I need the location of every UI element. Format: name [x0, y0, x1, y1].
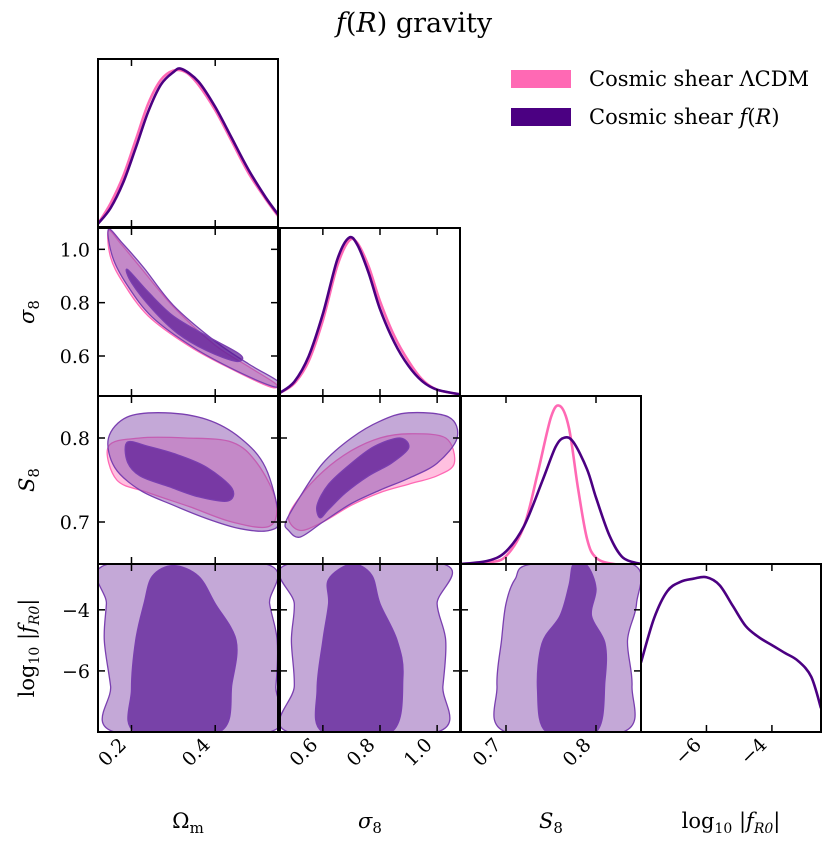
y-tick-label-sigma_8: 0.6: [60, 346, 90, 368]
y-axis-label-log10_fR0: log10 |fR0|: [15, 599, 43, 698]
y-tick-label-sigma_8: 1.0: [60, 239, 90, 261]
x-axis-label-S_8: S8: [539, 809, 563, 837]
x-tick-label-S_8: 0.7: [469, 734, 506, 771]
contour-omega_m-log10_fR0-fr-68: [127, 564, 238, 732]
panel-frame-sigma_8-sigma_8: [279, 227, 461, 397]
contour-omega_m-sigma_8-lcdm-95: [107, 229, 278, 389]
y-tick-label-sigma_8: 0.8: [60, 293, 90, 315]
y-tick-label-log10_fR0: −4: [62, 600, 90, 622]
legend: Cosmic shear ΛCDM Cosmic shear f(R): [511, 67, 809, 129]
panels: 0.2 0.4 0.6 0.8 1.0 0.7 0.8 −6 −4 0.6 0.8 1.0 0.7 0.8…: [15, 58, 822, 837]
y-axis-label-sigma_8: σ8: [15, 300, 43, 324]
marginal-S_8-lcdm: [461, 404, 641, 564]
contour-sigma_8-S_8-fr-68: [316, 437, 410, 519]
chart-title: f(R) gravity: [334, 8, 493, 39]
x-tick-label-sigma_8: 0.8: [343, 734, 380, 771]
marginal-sigma_8-fr: [280, 235, 460, 396]
y-tick-label-S_8: 0.8: [60, 428, 90, 450]
x-tick-label-log10_fR0: −6: [671, 734, 706, 769]
panel-frame-log10_fR0-log10_fR0: [640, 563, 822, 733]
y-tick-label-S_8: 0.7: [60, 512, 90, 534]
marginal-sigma_8-lcdm: [280, 237, 460, 396]
y-tick-label-log10_fR0: −6: [62, 661, 90, 683]
marginal-log10_fR0-fr: [641, 575, 821, 709]
legend-label-fr: Cosmic shear f(R): [589, 105, 780, 129]
x-tick-label-omega_m: 0.4: [178, 734, 215, 771]
legend-label-lcdm: Cosmic shear ΛCDM: [589, 67, 809, 91]
marginal-S_8-fr: [461, 435, 641, 564]
x-axis-label-omega_m: Ωm: [172, 809, 204, 837]
x-tick-label-sigma_8: 1.0: [400, 734, 437, 771]
legend-swatch-lcdm: [511, 70, 571, 88]
marginal-omega_m-lcdm: [98, 68, 278, 225]
x-tick-label-sigma_8: 0.6: [285, 734, 322, 771]
contour-omega_m-sigma_8-fr-68: [125, 268, 244, 363]
contour-omega_m-S_8-fr-68: [124, 440, 235, 502]
contour-omega_m-sigma_8-fr-95: [107, 228, 278, 388]
panel-frame-omega_m-omega_m: [97, 58, 279, 228]
x-axis-label-log10_fR0: log10 |fR0|: [682, 809, 781, 837]
x-tick-label-S_8: 0.8: [559, 734, 596, 771]
x-tick-label-log10_fR0: −4: [736, 734, 771, 769]
contour-S_8-log10_fR0-fr-68: [536, 564, 608, 732]
x-tick-label-omega_m: 0.2: [94, 734, 131, 771]
legend-swatch-fr: [511, 108, 571, 126]
x-axis-label-sigma_8: σ8: [358, 809, 382, 837]
panel-frame-log10_fR0-omega_m: [97, 563, 279, 733]
marginal-omega_m-fr: [98, 67, 278, 225]
contour-sigma_8-log10_fR0-fr-68: [314, 564, 404, 732]
y-axis-label-S_8: S8: [15, 468, 43, 492]
